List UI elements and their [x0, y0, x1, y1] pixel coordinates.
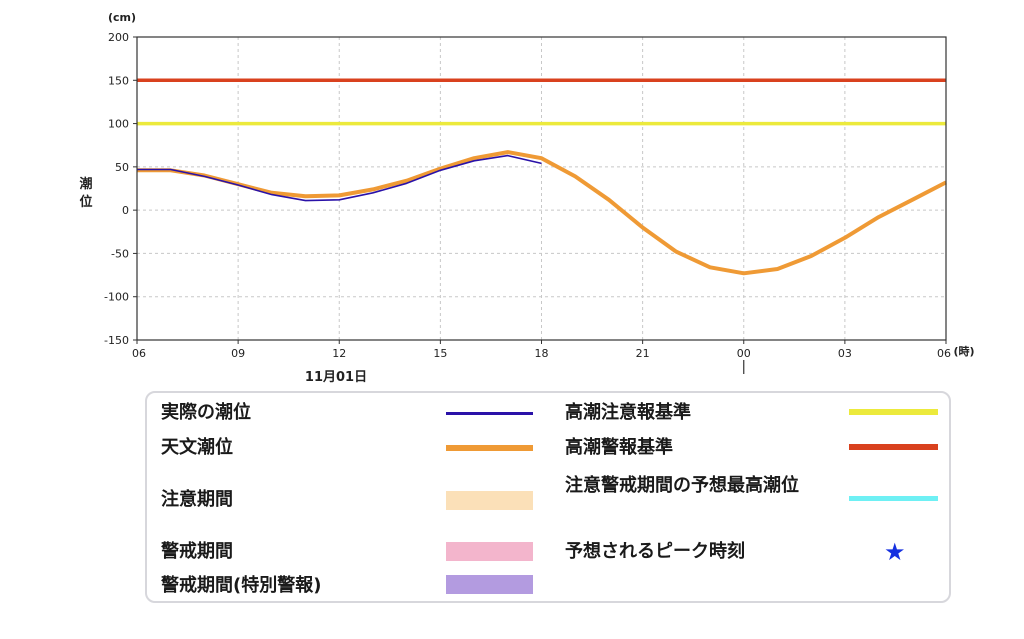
legend-caution-period-swatch [446, 491, 533, 510]
legend-special-warning-swatch [446, 575, 533, 594]
y-tick-label: -50 [111, 247, 129, 260]
x-tick-label: 15 [433, 347, 447, 360]
legend-advisory-label: 高潮注意報基準 [565, 402, 691, 423]
y-axis-label-1: 潮 [79, 176, 92, 192]
legend-observed-swatch [446, 412, 533, 415]
legend-forecast-max-label: 注意警戒期間の予想最高潮位 [565, 475, 799, 496]
x-tick-label: 12 [332, 347, 346, 360]
x-tick-label: 18 [535, 347, 549, 360]
x-tick-label: 21 [636, 347, 650, 360]
legend-warning-level-label: 高潮警報基準 [565, 437, 673, 458]
y-tick-labels: 200 150 100 50 0 -50 -100 -150 [104, 31, 137, 347]
series-line [137, 154, 542, 202]
legend-observed-label: 実際の潮位 [161, 402, 251, 423]
x-tick-label: 06 [132, 347, 146, 360]
x-tick-label: 03 [838, 347, 852, 360]
y-tick-label: 150 [108, 74, 129, 87]
x-tick-labels: 06 09 12 15 18 21 00 03 06 [132, 340, 951, 360]
date-label: 11月01日 [305, 370, 367, 385]
y-unit-label: (cm) [108, 11, 136, 24]
series-lines [137, 150, 947, 276]
legend-astronomical-swatch [446, 445, 533, 451]
y-tick-label: -150 [104, 334, 129, 347]
legend-advisory-swatch [849, 409, 938, 415]
y-tick-label: -100 [104, 291, 129, 304]
legend-forecast-max-swatch [849, 496, 938, 501]
y-tick-label: 100 [108, 118, 129, 131]
legend-special-warning-label: 警戒期間(特別警報) [161, 575, 322, 596]
peak-star-icon: ★ [884, 538, 906, 566]
y-tick-label: 50 [115, 161, 129, 174]
series-line [137, 150, 947, 276]
x-tick-label: 09 [231, 347, 245, 360]
x-tick-label: 06 [937, 347, 951, 360]
legend-warning-period-label: 警戒期間 [161, 541, 233, 562]
plot-frame [136, 36, 947, 341]
legend-peak-time-label: 予想されるピーク時刻 [565, 541, 745, 562]
legend-astronomical-label: 天文潮位 [161, 437, 233, 458]
x-unit-label: (時) [953, 344, 974, 358]
tide-chart: 200 150 100 50 0 -50 -100 -150 06 09 12 15 18 21 00 03… [79, 11, 974, 385]
y-tick-label: 200 [108, 31, 129, 44]
legend-warning-period-swatch [446, 542, 533, 561]
threshold-lines [137, 78, 946, 126]
legend-caution-period-label: 注意期間 [161, 489, 233, 510]
legend-box: 実際の潮位 天文潮位 注意期間 警戒期間 警戒期間(特別警報) 高潮注意報基準 … [145, 391, 951, 603]
y-axis-label-2: 位 [79, 194, 92, 210]
y-tick-label: 0 [122, 204, 129, 217]
x-tick-label: 00 [737, 347, 751, 360]
legend-warning-level-swatch [849, 444, 938, 450]
